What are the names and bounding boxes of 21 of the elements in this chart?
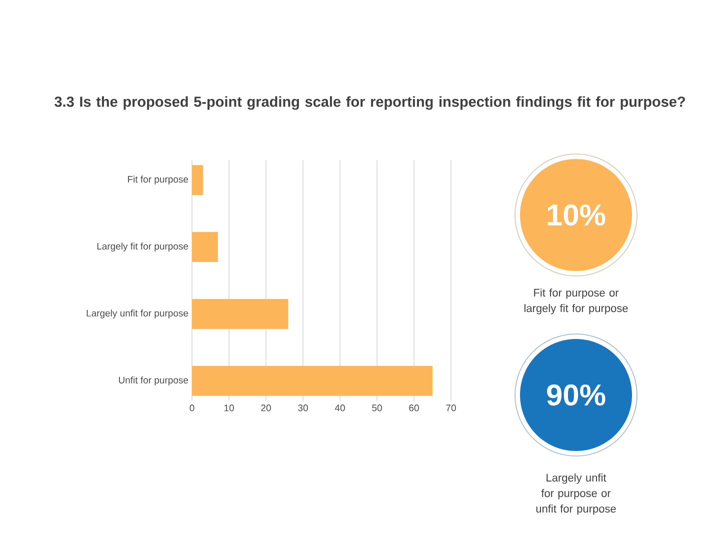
y-tick-label: Fit for purpose <box>128 176 188 185</box>
x-tick-label: 30 <box>298 404 308 412</box>
x-tick-label: 10 <box>224 404 234 412</box>
bar <box>192 232 218 262</box>
bar <box>192 165 204 196</box>
bar <box>192 366 432 396</box>
text: 90% <box>547 384 606 406</box>
y-tick-label: Largely fit for purpose <box>97 242 188 252</box>
chart-title: 3.3 Is the proposed 5-point grading scale for reporting inspection findings fit for purpose? <box>54 96 685 110</box>
y-tick-label: Unfit for purpose <box>118 376 188 386</box>
x-tick-label: 70 <box>446 404 456 412</box>
category-label: Largely unfit for purpose or unfit for purpose <box>536 474 616 515</box>
x-tick-label: 0 <box>190 404 194 412</box>
x-tick-label: 60 <box>409 404 419 412</box>
text: 10% <box>548 204 606 226</box>
bar <box>192 298 288 329</box>
x-tick-label: 50 <box>372 404 382 412</box>
x-tick-label: 20 <box>261 404 271 412</box>
x-tick-label: 40 <box>334 404 345 412</box>
category-label: Fit for purpose or largely fit for purpose <box>524 288 628 314</box>
y-tick-label: Largely unfit for purpose <box>86 310 188 318</box>
